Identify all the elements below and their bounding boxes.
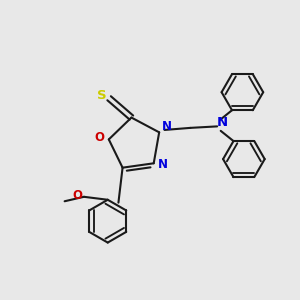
Text: N: N <box>217 116 228 129</box>
Text: O: O <box>94 131 104 144</box>
Text: N: N <box>162 121 172 134</box>
Text: O: O <box>72 189 82 202</box>
Text: N: N <box>158 158 168 171</box>
Text: S: S <box>97 89 106 102</box>
